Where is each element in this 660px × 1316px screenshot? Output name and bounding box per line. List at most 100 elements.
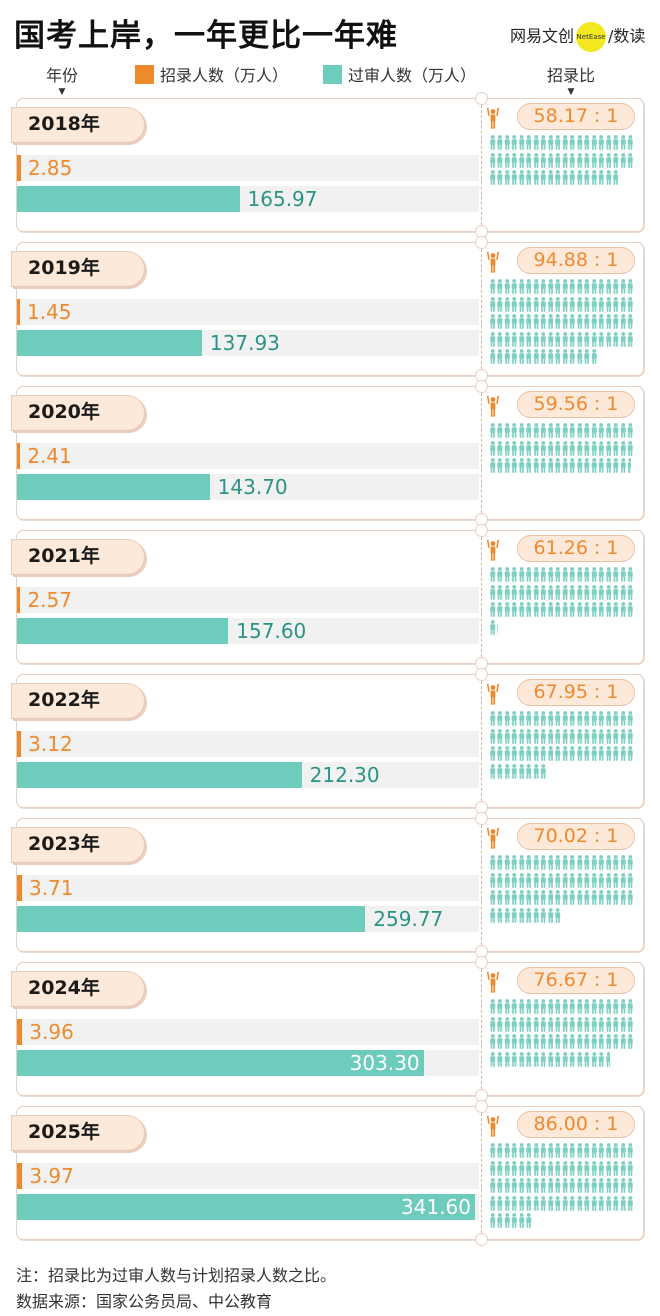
bar-track: 2.57 [17, 587, 479, 613]
ticket-notch [475, 956, 488, 969]
card-divider [481, 681, 482, 801]
person-icon-row [489, 746, 634, 761]
ticket-notch [475, 92, 488, 105]
applicants-value-label: 165.97 [247, 187, 318, 211]
year-card: 2018年 2.85 165.97 58.17 : 1 [11, 92, 644, 238]
person-raised-arms-icon [486, 539, 500, 561]
person-raised-arms-icon [486, 683, 500, 705]
page-title: 国考上岸，一年更比一年难 [14, 18, 398, 54]
applicants-bar [17, 1050, 424, 1076]
bar-track: 137.93 [17, 330, 479, 356]
person-icon-row [489, 890, 634, 905]
recruit-value-label: 1.45 [27, 300, 72, 324]
applicants-value-label: 157.60 [236, 619, 307, 643]
bar-track: 2.85 [17, 155, 479, 181]
person-icon-row [489, 999, 634, 1014]
ratio-pictogram [489, 135, 635, 227]
ticket-notch [475, 812, 488, 825]
applicants-bar [17, 474, 210, 500]
ratio-pictogram [489, 855, 635, 947]
person-icon-row [489, 567, 634, 582]
recruit-bar [17, 875, 22, 901]
applicants-bar [17, 1194, 475, 1220]
legend-year-label: 年份 [46, 66, 79, 85]
person-icon-row [489, 349, 597, 364]
ticket-notch [475, 1233, 488, 1246]
legend-recruit-swatch [135, 65, 154, 84]
year-card: 2022年 3.12 212.30 67.95 : 1 [11, 668, 644, 814]
legend-applicants-label: 过审人数（万人） [348, 66, 477, 85]
person-icon-row [489, 1051, 610, 1067]
recruit-bar [17, 731, 22, 757]
ratio-badge: 76.67 : 1 [517, 967, 635, 994]
card-divider [481, 393, 482, 513]
ratio-badge: 70.02 : 1 [517, 823, 635, 850]
year-label: 2021年 [11, 539, 145, 575]
ticket-notch [475, 1100, 488, 1113]
ratio-pictogram [489, 567, 635, 659]
ratio-pictogram [489, 423, 635, 515]
legend-applicants: 过审人数（万人） [323, 62, 476, 86]
ticket-notch [475, 236, 488, 249]
bar-track: 259.77 [17, 906, 479, 932]
year-label: 2018年 [11, 107, 145, 143]
year-label: 2019年 [11, 251, 145, 287]
person-raised-arms-icon [486, 395, 500, 417]
card-divider [481, 969, 482, 1089]
recruit-value-label: 3.12 [28, 732, 73, 756]
brand-separator: / [608, 26, 614, 46]
card-divider [481, 1113, 482, 1233]
person-icon-row [489, 855, 634, 870]
year-card: 2021年 2.57 157.60 61.26 : 1 [11, 524, 644, 670]
person-icon-row [489, 602, 634, 617]
year-label: 2020年 [11, 395, 145, 431]
bar-track: 143.70 [17, 474, 479, 500]
year-label: 2022年 [11, 683, 145, 719]
ticket-notch [475, 524, 488, 537]
person-icon-row [489, 440, 634, 456]
person-icon-row [489, 458, 631, 473]
person-icon-row [489, 331, 634, 347]
applicants-bar [17, 762, 302, 788]
applicants-value-label: 212.30 [309, 763, 380, 787]
person-icon-row [489, 728, 634, 744]
ratio-pictogram [489, 1143, 635, 1235]
bar-track: 2.41 [17, 443, 479, 469]
recruit-bar [17, 1019, 23, 1045]
ratio-pictogram [489, 279, 635, 371]
ratio-badge: 58.17 : 1 [517, 103, 635, 130]
bar-track: 212.30 [17, 762, 479, 788]
ratio-badge: 86.00 : 1 [517, 1111, 635, 1138]
legend-ratio-label: 招录比 [547, 66, 596, 85]
bar-track: 157.60 [17, 618, 479, 644]
year-card: 2020年 2.41 143.70 59.56 : 1 [11, 380, 644, 526]
recruit-bar [17, 443, 21, 469]
person-icon-row [489, 1016, 634, 1032]
person-icon-row [489, 1195, 634, 1211]
ticket-notch [475, 380, 488, 393]
brand-section: 数读 [613, 26, 646, 46]
person-raised-arms-icon [486, 251, 500, 273]
bar-track: 3.12 [17, 731, 479, 757]
person-raised-arms-icon [486, 1115, 500, 1137]
legend-applicants-swatch [323, 65, 342, 84]
applicants-value-label: 259.77 [373, 907, 444, 931]
year-label: 2024年 [11, 971, 145, 1007]
recruit-bar [17, 587, 21, 613]
year-card: 2024年 3.96 303.30 76.67 : 1 [11, 956, 644, 1102]
chevron-down-icon: ▼ [58, 87, 66, 97]
netease-logo-icon: NetEase [576, 22, 607, 52]
ratio-badge: 61.26 : 1 [517, 535, 635, 562]
footnote: 注：招录比为过审人数与计划招录人数之比。 [16, 1266, 337, 1285]
recruit-bar [17, 1163, 23, 1189]
recruit-bar [17, 155, 21, 181]
applicants-bar [17, 330, 202, 356]
person-icon-row [489, 872, 634, 888]
bar-track: 3.97 [17, 1163, 479, 1189]
person-icon-row [489, 279, 634, 294]
legend-recruit: 招录人数（万人） [135, 62, 288, 86]
applicants-bar [17, 186, 240, 212]
bar-track: 341.60 [17, 1194, 479, 1220]
applicants-value-label: 303.30 [349, 1051, 420, 1075]
applicants-bar [17, 906, 366, 932]
